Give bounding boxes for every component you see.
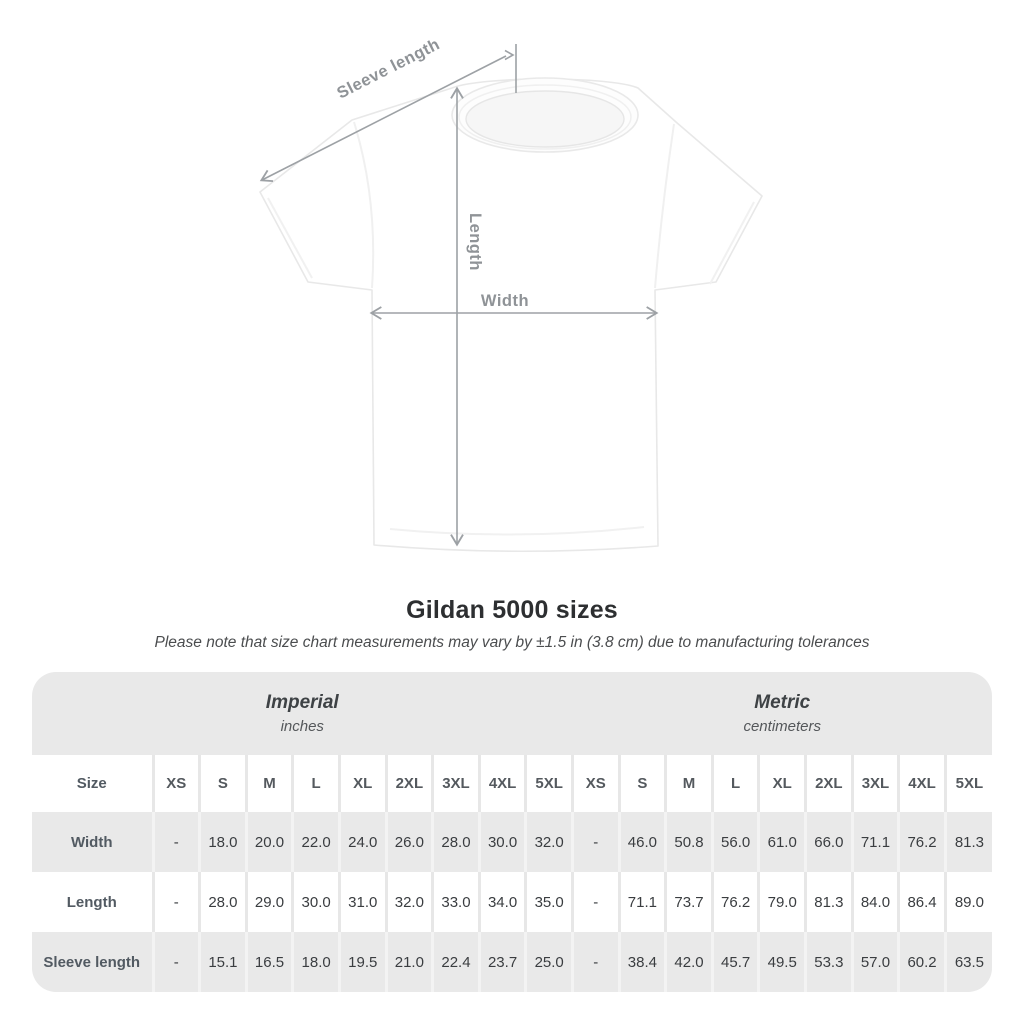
value-cell: 81.3: [804, 872, 853, 932]
value-cell: 23.7: [477, 932, 526, 992]
metric-label: Metric: [754, 692, 811, 713]
imperial-size-header: 4XL: [477, 755, 526, 812]
value-cell: 76.2: [710, 872, 759, 932]
value-cell: 19.5: [337, 932, 387, 992]
value-cell: -: [151, 872, 200, 932]
imperial-size-header: 2XL: [384, 755, 433, 812]
value-cell: 79.0: [757, 872, 806, 932]
value-cell: 30.0: [291, 872, 340, 932]
tshirt-graphic: [259, 77, 763, 553]
value-cell: 76.2: [897, 812, 946, 872]
sizes-header-row: Size XS S M L XL 2XL 3XL 4XL 5XL XS S M …: [32, 755, 992, 812]
value-cell: 50.8: [664, 812, 713, 872]
value-cell: -: [570, 812, 620, 872]
value-cell: 15.1: [198, 932, 247, 992]
value-cell: 86.4: [897, 872, 946, 932]
imperial-size-header: S: [198, 755, 247, 812]
size-table-container: Imperial inches Metric centimeters Size …: [32, 672, 992, 992]
value-cell: 33.0: [431, 872, 480, 932]
value-cell: 89.0: [943, 872, 992, 932]
value-cell: 22.4: [431, 932, 480, 992]
value-cell: 24.0: [337, 812, 387, 872]
metric-size-header: M: [664, 755, 713, 812]
value-cell: -: [151, 932, 200, 992]
row-label: Length: [32, 872, 153, 932]
value-cell: 31.0: [337, 872, 387, 932]
value-cell: 60.2: [897, 932, 946, 992]
value-cell: 84.0: [850, 872, 899, 932]
value-cell: 56.0: [710, 812, 759, 872]
value-cell: 61.0: [757, 812, 806, 872]
value-cell: 16.5: [244, 932, 293, 992]
value-cell: 18.0: [291, 932, 340, 992]
value-cell: 26.0: [384, 812, 433, 872]
metric-size-header: 2XL: [804, 755, 853, 812]
value-cell: 49.5: [757, 932, 806, 992]
sleeve-length-label: Sleeve length: [334, 35, 443, 102]
imperial-sublabel: inches: [280, 718, 324, 735]
length-label: Length: [466, 213, 484, 271]
value-cell: 81.3: [943, 812, 992, 872]
metric-size-header: S: [617, 755, 666, 812]
length-row: Length - 28.0 29.0 30.0 31.0 32.0 33.0 3…: [32, 872, 992, 932]
value-cell: 66.0: [804, 812, 853, 872]
value-cell: 22.0: [291, 812, 340, 872]
value-cell: 45.7: [710, 932, 759, 992]
imperial-header-cell: Imperial inches: [32, 672, 573, 755]
units-header-row: Imperial inches Metric centimeters: [32, 672, 992, 755]
value-cell: 53.3: [804, 932, 853, 992]
size-column-header: Size: [32, 755, 153, 812]
imperial-size-header: M: [244, 755, 293, 812]
value-cell: 30.0: [477, 812, 526, 872]
value-cell: 28.0: [198, 872, 247, 932]
value-cell: 28.0: [431, 812, 480, 872]
value-cell: 25.0: [524, 932, 573, 992]
row-label: Sleeve length: [32, 932, 153, 992]
imperial-size-header: 3XL: [431, 755, 480, 812]
row-label: Width: [32, 812, 153, 872]
imperial-size-header: 5XL: [524, 755, 573, 812]
metric-sublabel: centimeters: [743, 718, 821, 735]
value-cell: -: [570, 932, 620, 992]
sleeve-length-row: Sleeve length - 15.1 16.5 18.0 19.5 21.0…: [32, 932, 992, 992]
sleeve-length-arrowhead: [504, 49, 515, 61]
value-cell: 71.1: [850, 812, 899, 872]
imperial-size-header: XS: [151, 755, 200, 812]
tshirt-measurement-diagram: Sleeve length Length Width: [259, 35, 763, 553]
metric-header-cell: Metric centimeters: [572, 672, 992, 755]
width-label: Width: [481, 292, 529, 310]
value-cell: 21.0: [384, 932, 433, 992]
width-row: Width - 18.0 20.0 22.0 24.0 26.0 28.0 30…: [32, 812, 992, 872]
value-cell: 71.1: [617, 872, 666, 932]
size-table: Imperial inches Metric centimeters Size …: [32, 672, 992, 992]
imperial-size-header: XL: [337, 755, 387, 812]
page-title: Gildan 5000 sizes: [406, 596, 618, 624]
sleeve-length-arrow: [259, 55, 507, 183]
value-cell: 46.0: [617, 812, 666, 872]
value-cell: -: [570, 872, 620, 932]
value-cell: 57.0: [850, 932, 899, 992]
value-cell: 63.5: [943, 932, 992, 992]
tolerance-note: Please note that size chart measurements…: [154, 634, 870, 651]
value-cell: 32.0: [384, 872, 433, 932]
metric-size-header: L: [710, 755, 759, 812]
metric-size-header: 5XL: [943, 755, 992, 812]
metric-size-header: 3XL: [850, 755, 899, 812]
value-cell: 32.0: [524, 812, 573, 872]
imperial-label: Imperial: [265, 692, 339, 713]
value-cell: 20.0: [244, 812, 293, 872]
value-cell: 42.0: [664, 932, 713, 992]
value-cell: 29.0: [244, 872, 293, 932]
value-cell: 73.7: [664, 872, 713, 932]
metric-size-header: XS: [570, 755, 620, 812]
value-cell: 34.0: [477, 872, 526, 932]
value-cell: -: [151, 812, 200, 872]
value-cell: 38.4: [617, 932, 666, 992]
imperial-size-header: L: [291, 755, 340, 812]
metric-size-header: 4XL: [897, 755, 946, 812]
value-cell: 35.0: [524, 872, 573, 932]
metric-size-header: XL: [757, 755, 806, 812]
value-cell: 18.0: [198, 812, 247, 872]
